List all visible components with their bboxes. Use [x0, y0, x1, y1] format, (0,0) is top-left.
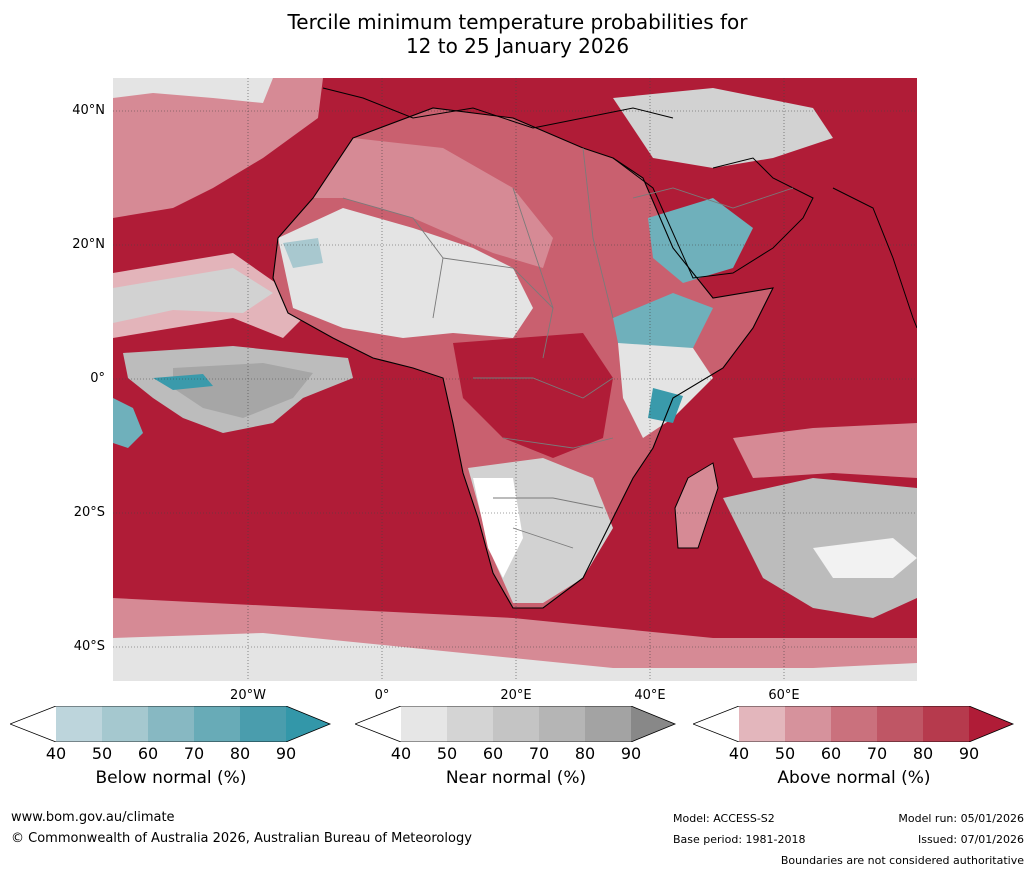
above-cbar-seg-70: [877, 706, 923, 742]
below-normal-colorbar: [10, 706, 332, 742]
below-cbar-seg-40: [56, 706, 102, 742]
south-america-below-normal-zone: [113, 398, 143, 448]
below-normal-label: Below normal (%): [95, 768, 247, 788]
website-link[interactable]: www.bom.gov.au/climate: [11, 810, 175, 825]
equatorial-atlantic-below-normal-zone: [153, 374, 213, 390]
lat-label-40n: 40°N: [72, 103, 105, 118]
near-cbar-seg-60: [493, 706, 539, 742]
arabia-coastline: [612, 157, 814, 279]
below-cbar-seg-50: [102, 706, 148, 742]
india-coastline: [832, 187, 917, 329]
near-tick-70: 70: [528, 744, 550, 763]
graticule: [113, 78, 917, 681]
lon-label-20e: 20°E: [500, 688, 532, 703]
north-atlantic-near-normal-zone: [113, 78, 273, 103]
below-tick-60: 60: [137, 744, 159, 763]
above-cbar-high-arrow: [969, 706, 1013, 742]
lon-label-0: 0°: [374, 688, 390, 703]
above-cbar-seg-60: [831, 706, 877, 742]
near-tick-90: 90: [620, 744, 642, 763]
europe-coastline: [322, 87, 674, 129]
above-tick-70: 70: [866, 744, 888, 763]
near-cbar-low-arrow: [355, 706, 401, 742]
lon-label-60e: 60°E: [768, 688, 800, 703]
tropical-atlantic-grey-band: [113, 268, 273, 323]
lat-label-20n: 20°N: [72, 237, 105, 252]
near-cbar-high-arrow: [631, 706, 675, 742]
above-normal-colorbar: [693, 706, 1015, 742]
lat-label-20s: 20°S: [73, 505, 105, 520]
below-tick-40: 40: [45, 744, 67, 763]
below-cbar-seg-70: [194, 706, 240, 742]
near-cbar-seg-70: [539, 706, 585, 742]
above-tick-40: 40: [728, 744, 750, 763]
copyright-text: © Commonwealth of Australia 2026, Austra…: [11, 831, 472, 846]
below-cbar-seg-80: [240, 706, 286, 742]
sahel-near-normal-zone: [278, 208, 533, 338]
below-tick-90: 90: [275, 744, 297, 763]
above-normal-label: Above normal (%): [777, 768, 931, 788]
west-africa-below-normal-zone: [283, 238, 323, 268]
below-tick-50: 50: [91, 744, 113, 763]
southern-africa-low-probability-zone: [473, 478, 523, 578]
sahara-moderate-zone: [313, 138, 553, 268]
north-atlantic-moderate-zone: [113, 78, 323, 218]
equatorial-atlantic-dark-grey-zone: [173, 363, 313, 418]
boundaries-disclaimer: Boundaries are not considered authoritat…: [780, 854, 1024, 867]
near-tick-40: 40: [390, 744, 412, 763]
south-indian-ocean-low-probability-zone: [813, 538, 917, 578]
lat-label-40s: 40°S: [73, 639, 105, 654]
below-cbar-low-arrow: [10, 706, 56, 742]
south-indian-ocean-moderate-zone: [733, 423, 917, 478]
east-africa-near-normal-zone: [618, 343, 713, 438]
below-cbar-high-arrow: [286, 706, 330, 742]
above-cbar-seg-50: [785, 706, 831, 742]
east-africa-below-normal-zone: [613, 293, 713, 358]
lon-label-40e: 40°E: [634, 688, 666, 703]
near-cbar-seg-80: [585, 706, 631, 742]
title-line-1: Tercile minimum temperature probabilitie…: [287, 10, 748, 34]
lat-label-0: 0°: [90, 371, 105, 386]
africa-coastline: [272, 107, 774, 609]
below-cbar-seg-60: [148, 706, 194, 742]
near-cbar-seg-50: [447, 706, 493, 742]
madagascar-coastline: [674, 462, 719, 549]
probability-map: [113, 78, 917, 681]
near-normal-label: Near normal (%): [445, 768, 587, 788]
map-svg: [113, 78, 917, 681]
near-tick-80: 80: [574, 744, 596, 763]
near-cbar-seg-40: [401, 706, 447, 742]
model-text: Model: ACCESS-S2: [673, 812, 775, 825]
map-title: Tercile minimum temperature probabilitie…: [0, 10, 1035, 58]
below-tick-80: 80: [229, 744, 251, 763]
lon-label-20w: 20°W: [230, 688, 266, 703]
model-run-text: Model run: 05/01/2026: [898, 812, 1024, 825]
near-normal-colorbar: [355, 706, 677, 742]
base-period-text: Base period: 1981-2018: [673, 833, 806, 846]
above-tick-90: 90: [958, 744, 980, 763]
near-tick-60: 60: [482, 744, 504, 763]
southern-ocean-near-normal-zone: [113, 633, 917, 681]
central-africa-above-normal-zone: [453, 333, 613, 458]
title-line-2: 12 to 25 January 2026: [405, 34, 630, 58]
above-cbar-seg-40: [739, 706, 785, 742]
near-tick-50: 50: [436, 744, 458, 763]
above-cbar-low-arrow: [693, 706, 739, 742]
middle-east-near-normal-zone: [613, 88, 833, 168]
above-cbar-seg-80: [923, 706, 969, 742]
above-tick-60: 60: [820, 744, 842, 763]
arabia-below-normal-zone: [648, 198, 753, 283]
issued-text: Issued: 07/01/2026: [917, 833, 1024, 846]
above-tick-80: 80: [912, 744, 934, 763]
country-borders: [342, 147, 794, 549]
below-tick-70: 70: [183, 744, 205, 763]
above-tick-50: 50: [774, 744, 796, 763]
